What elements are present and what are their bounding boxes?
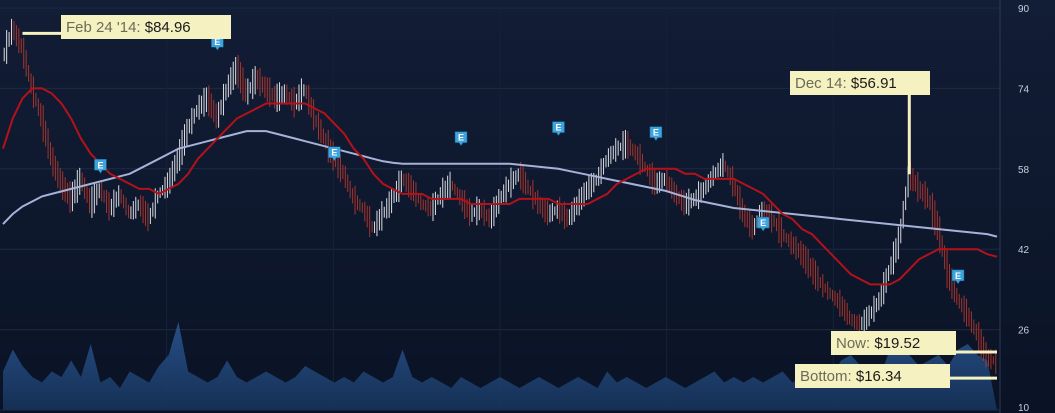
ma-long-line [2,130,998,238]
ma-short-line [2,87,998,286]
earnings-marker-badge [552,121,565,137]
earnings-marker[interactable]: E [454,131,468,147]
earnings-marker[interactable]: E [951,269,965,285]
callout-text: Feb 24 '14: $84.96 [66,19,191,36]
earnings-marker-badge [756,216,770,232]
y-tick-label: 58 [1018,165,1030,176]
earnings-marker-label: E [214,37,220,47]
volume-layer [3,322,997,410]
y-tick-label: 74 [1018,84,1030,95]
callout-text: Dec 14: $56.91 [795,75,897,92]
earnings-marker-badge [649,126,663,142]
callout-label: Feb 24 '14: [66,19,145,36]
callout-label: Bottom: [800,368,856,385]
callout-box [795,364,950,388]
earnings-marker[interactable]: E [552,121,565,137]
earnings-marker-label: E [458,133,464,143]
earnings-markers: E E E E E E E E [94,35,965,285]
callouts: Feb 24 '14: $84.96 Dec 14: $56.91 Now: $19… [22,15,997,388]
callout-value: $84.96 [145,19,191,36]
y-tick-label: 42 [1018,245,1030,256]
callout-box [790,71,930,95]
callout-box [831,331,956,355]
earnings-marker-label: E [331,148,337,158]
callout-text: Bottom: $16.34 [800,368,902,385]
volume-area [3,322,997,410]
callout-december: Dec 14: $56.91 [790,71,930,175]
callout-text: Now: $19.52 [836,335,920,352]
earnings-marker[interactable]: E [328,146,341,162]
callout-label: Now: [836,335,874,352]
earnings-marker-label: E [955,271,961,281]
earnings-marker-label: E [97,160,103,170]
callout-bottom: Bottom: $16.34 [795,364,997,388]
callout-now: Now: $19.52 [831,331,997,355]
earnings-marker-badge [328,146,341,162]
callout-value: $56.91 [851,75,897,92]
callout-label: Dec 14: [795,75,851,92]
moving-averages [2,87,998,286]
callout-box [61,15,231,39]
callout-value: $16.34 [856,368,902,385]
earnings-marker-label: E [760,218,766,228]
earnings-marker-label: E [653,128,659,138]
y-tick-label: 90 [1018,4,1030,15]
earnings-marker[interactable]: E [649,126,663,142]
earnings-marker[interactable]: E [94,159,107,174]
y-tick-label: 10 [1018,403,1030,413]
y-axis: 10 26 42 58 74 90 [999,0,1030,413]
earnings-marker-badge [454,131,468,147]
earnings-marker-label: E [555,123,561,133]
y-tick-label: 26 [1018,326,1030,337]
callout-peak: Feb 24 '14: $84.96 [22,15,231,39]
callout-value: $19.52 [874,335,920,352]
earnings-marker-badge [94,159,107,174]
earnings-marker-badge [951,269,965,285]
earnings-marker[interactable]: E [756,216,770,232]
